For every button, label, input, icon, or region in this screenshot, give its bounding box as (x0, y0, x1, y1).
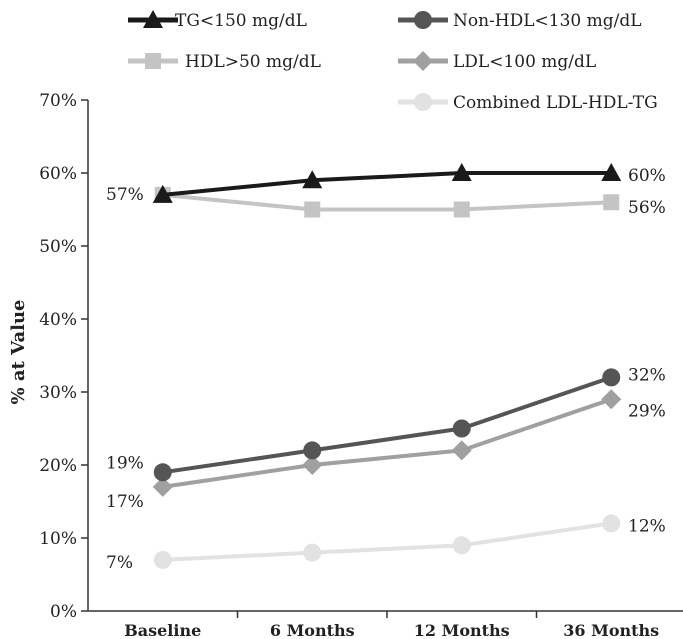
legend-item: Combined LDL-HDL-TG (398, 93, 658, 113)
data-point (302, 455, 323, 475)
data-point (152, 184, 173, 203)
legend-label: Combined LDL-HDL-TG (453, 93, 658, 113)
series-line (162, 192, 612, 212)
data-point (303, 543, 322, 562)
data-point (153, 550, 172, 569)
data-point (452, 536, 471, 555)
data-point (601, 389, 622, 410)
legend-marker (413, 51, 433, 71)
y-axis-label: % at Value (8, 300, 29, 405)
data-point (153, 463, 172, 482)
y-tick-label: 50% (39, 237, 77, 257)
x-tick-label: 36 Months (563, 621, 659, 639)
data-point (304, 201, 321, 218)
series-line (162, 375, 612, 475)
series-2 (154, 186, 620, 218)
data-point (451, 440, 472, 461)
legend-label: Non-HDL<130 mg/dL (453, 11, 642, 31)
data-label: 7% (106, 553, 133, 573)
y-tick-label: 20% (39, 456, 77, 476)
legend: TG<150 mg/dL Non-HDL<130 mg/dL HDL>50 mg/d… (128, 10, 658, 113)
y-tick-label: 10% (39, 529, 77, 549)
data-point (451, 163, 472, 181)
data-point (453, 201, 470, 218)
y-tick-label: 40% (39, 310, 77, 330)
data-point (601, 163, 622, 181)
data-point (602, 514, 621, 533)
data-point (303, 441, 322, 460)
series-line (162, 171, 612, 197)
data-label: 29% (628, 401, 666, 421)
legend-marker (143, 10, 163, 28)
y-tick-label: 60% (39, 164, 77, 184)
data-point (602, 368, 621, 387)
data-point (603, 194, 620, 211)
data-label: 17% (106, 492, 144, 512)
data-labels: 57% 19% 17% 7% 60% 56% 32% 29% 12% (106, 166, 666, 573)
data-point (452, 419, 471, 438)
legend-label: HDL>50 mg/dL (185, 52, 321, 72)
y-tick-label: 30% (39, 383, 77, 403)
x-tick-label: Baseline (124, 621, 201, 639)
legend-label: LDL<100 mg/dL (453, 52, 596, 72)
series-0 (152, 163, 622, 203)
legend-label: TG<150 mg/dL (175, 11, 307, 31)
x-tick-label: 6 Months (270, 621, 355, 639)
data-label: 56% (628, 198, 666, 218)
legend-marker (145, 53, 161, 69)
data-label: 12% (628, 516, 666, 536)
x-tick-label: 12 Months (414, 621, 510, 639)
series-line (162, 521, 612, 562)
series-3 (152, 389, 622, 497)
legend-item: Non-HDL<130 mg/dL (398, 11, 642, 31)
data-label: 57% (106, 185, 144, 205)
legend-item: LDL<100 mg/dL (398, 51, 596, 72)
y-tick-label: 70% (39, 91, 77, 111)
series-4 (153, 514, 621, 569)
legend-item: HDL>50 mg/dL (128, 52, 321, 72)
axes: % at Value 0% 10% 20% 30% 40% 50% 60% 70% Baseli… (8, 91, 683, 639)
data-point (152, 476, 173, 497)
data-label: 32% (628, 365, 666, 385)
legend-marker (414, 93, 432, 111)
legend-item: TG<150 mg/dL (128, 10, 307, 31)
y-tick-label: 0% (50, 602, 77, 622)
data-label: 19% (106, 453, 144, 473)
data-point (302, 170, 323, 189)
series-group (152, 163, 622, 569)
data-label: 60% (628, 166, 666, 186)
legend-marker (414, 11, 432, 29)
series-1 (153, 368, 621, 482)
series-line (162, 397, 612, 489)
